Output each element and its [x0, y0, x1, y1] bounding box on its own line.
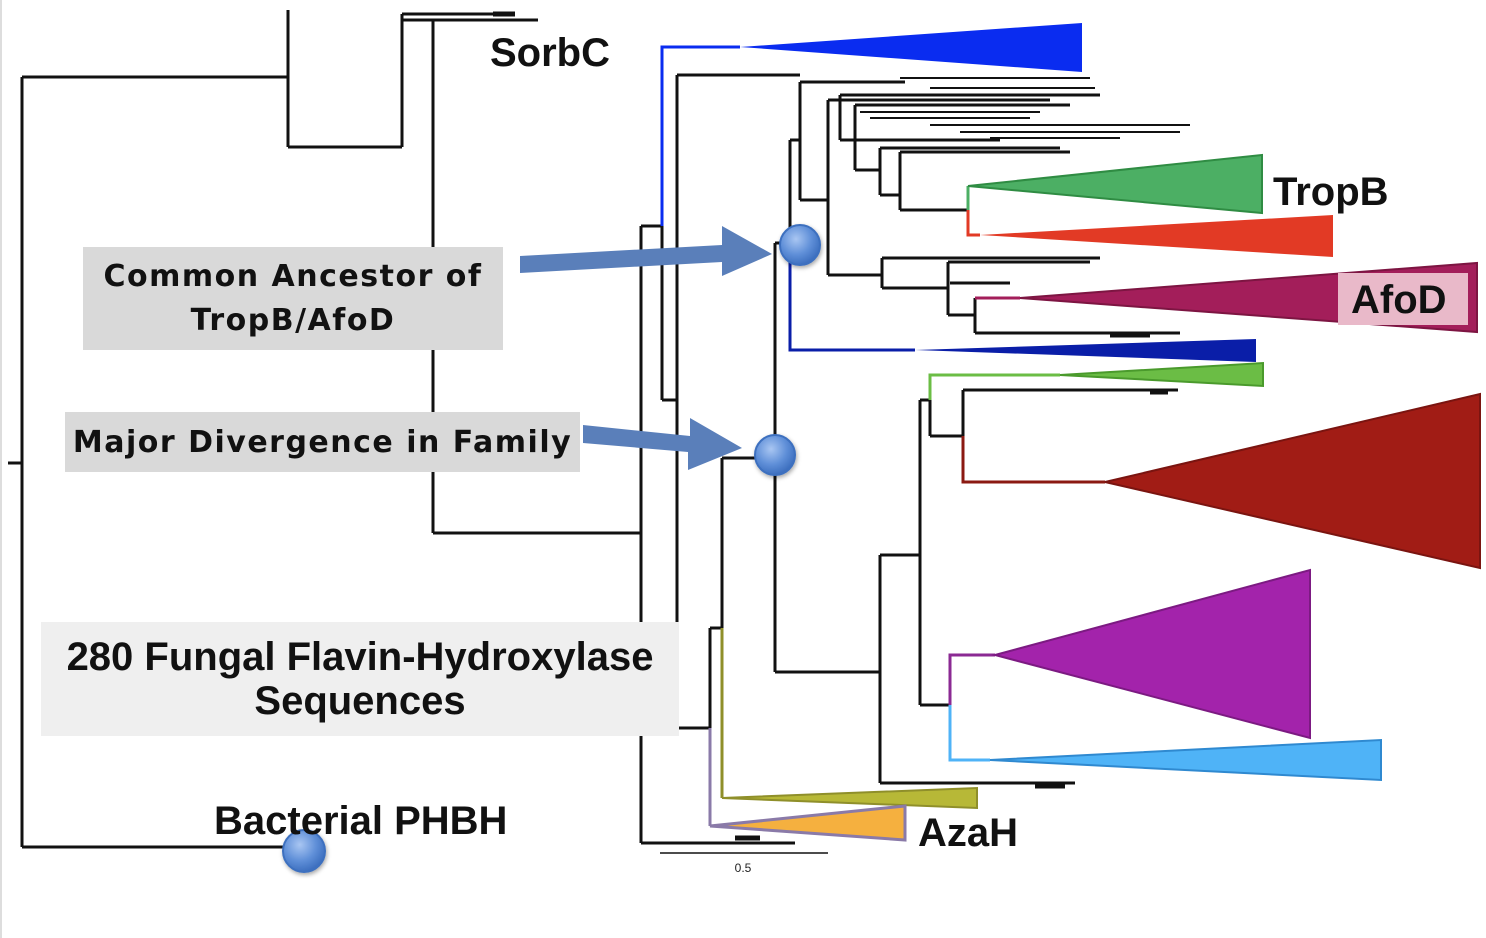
clade-labels: SorbC TropB AfoD AzaH Bacterial PHBH [214, 31, 1447, 855]
label-tropb: TropB [1273, 170, 1389, 214]
callout-arrows [520, 226, 772, 470]
callout-major-divergence: Major Divergence in Family [65, 412, 580, 472]
label-bacterial-phbh: Bacterial PHBH [214, 799, 507, 843]
lower-subtree [878, 388, 1178, 789]
label-sorbc: SorbC [490, 31, 610, 75]
node-markers [282, 224, 821, 873]
clade-triangle-azah [709, 804, 907, 842]
arrow-to-divergence-node [583, 418, 742, 470]
arrow-to-ancestor-node [520, 226, 772, 276]
label-afod: AfoD [1351, 278, 1447, 322]
bacterial-node-marker [282, 829, 326, 873]
scale-bar: 0.5 [660, 852, 828, 875]
ancestor-node-marker [779, 224, 821, 266]
label-azah: AzaH [918, 811, 1018, 855]
callout-common-ancestor: Common Ancestor of TropB/AfoD [83, 247, 503, 350]
callout-count-line2: Sequences [254, 679, 466, 723]
fungal-backbone [639, 73, 880, 845]
scale-bar-label: 0.5 [735, 861, 752, 875]
colored-branches [660, 45, 1105, 826]
clade-triangle-darkred [1104, 392, 1481, 570]
outer-backbone [0, 0, 641, 938]
clade-triangle-lightgreen [1059, 361, 1264, 388]
callout-ancestor-line1: Common Ancestor of [103, 258, 483, 294]
afod-label-background [1338, 273, 1468, 325]
callout-sequence-count: 280 Fungal Flavin-Hydroxylase Sequences [41, 622, 679, 736]
callout-count-line1: 280 Fungal Flavin-Hydroxylase [66, 635, 654, 679]
divergence-node-marker [754, 434, 796, 476]
callout-ancestor-line2: TropB/AfoD [190, 302, 396, 338]
callout-divergence-text: Major Divergence in Family [72, 424, 573, 460]
upper-subtree [788, 77, 1190, 338]
clade-triangle-purple [991, 568, 1311, 740]
collapsed-clades [709, 23, 1481, 842]
clade-triangle-red [980, 215, 1333, 257]
clade-triangle-lightblue [989, 738, 1382, 782]
clade-triangle-olive [721, 786, 978, 810]
clade-triangle-navy [915, 339, 1256, 362]
clade-triangle-tropb-green [967, 153, 1263, 215]
clade-triangle-blue [740, 23, 1082, 72]
